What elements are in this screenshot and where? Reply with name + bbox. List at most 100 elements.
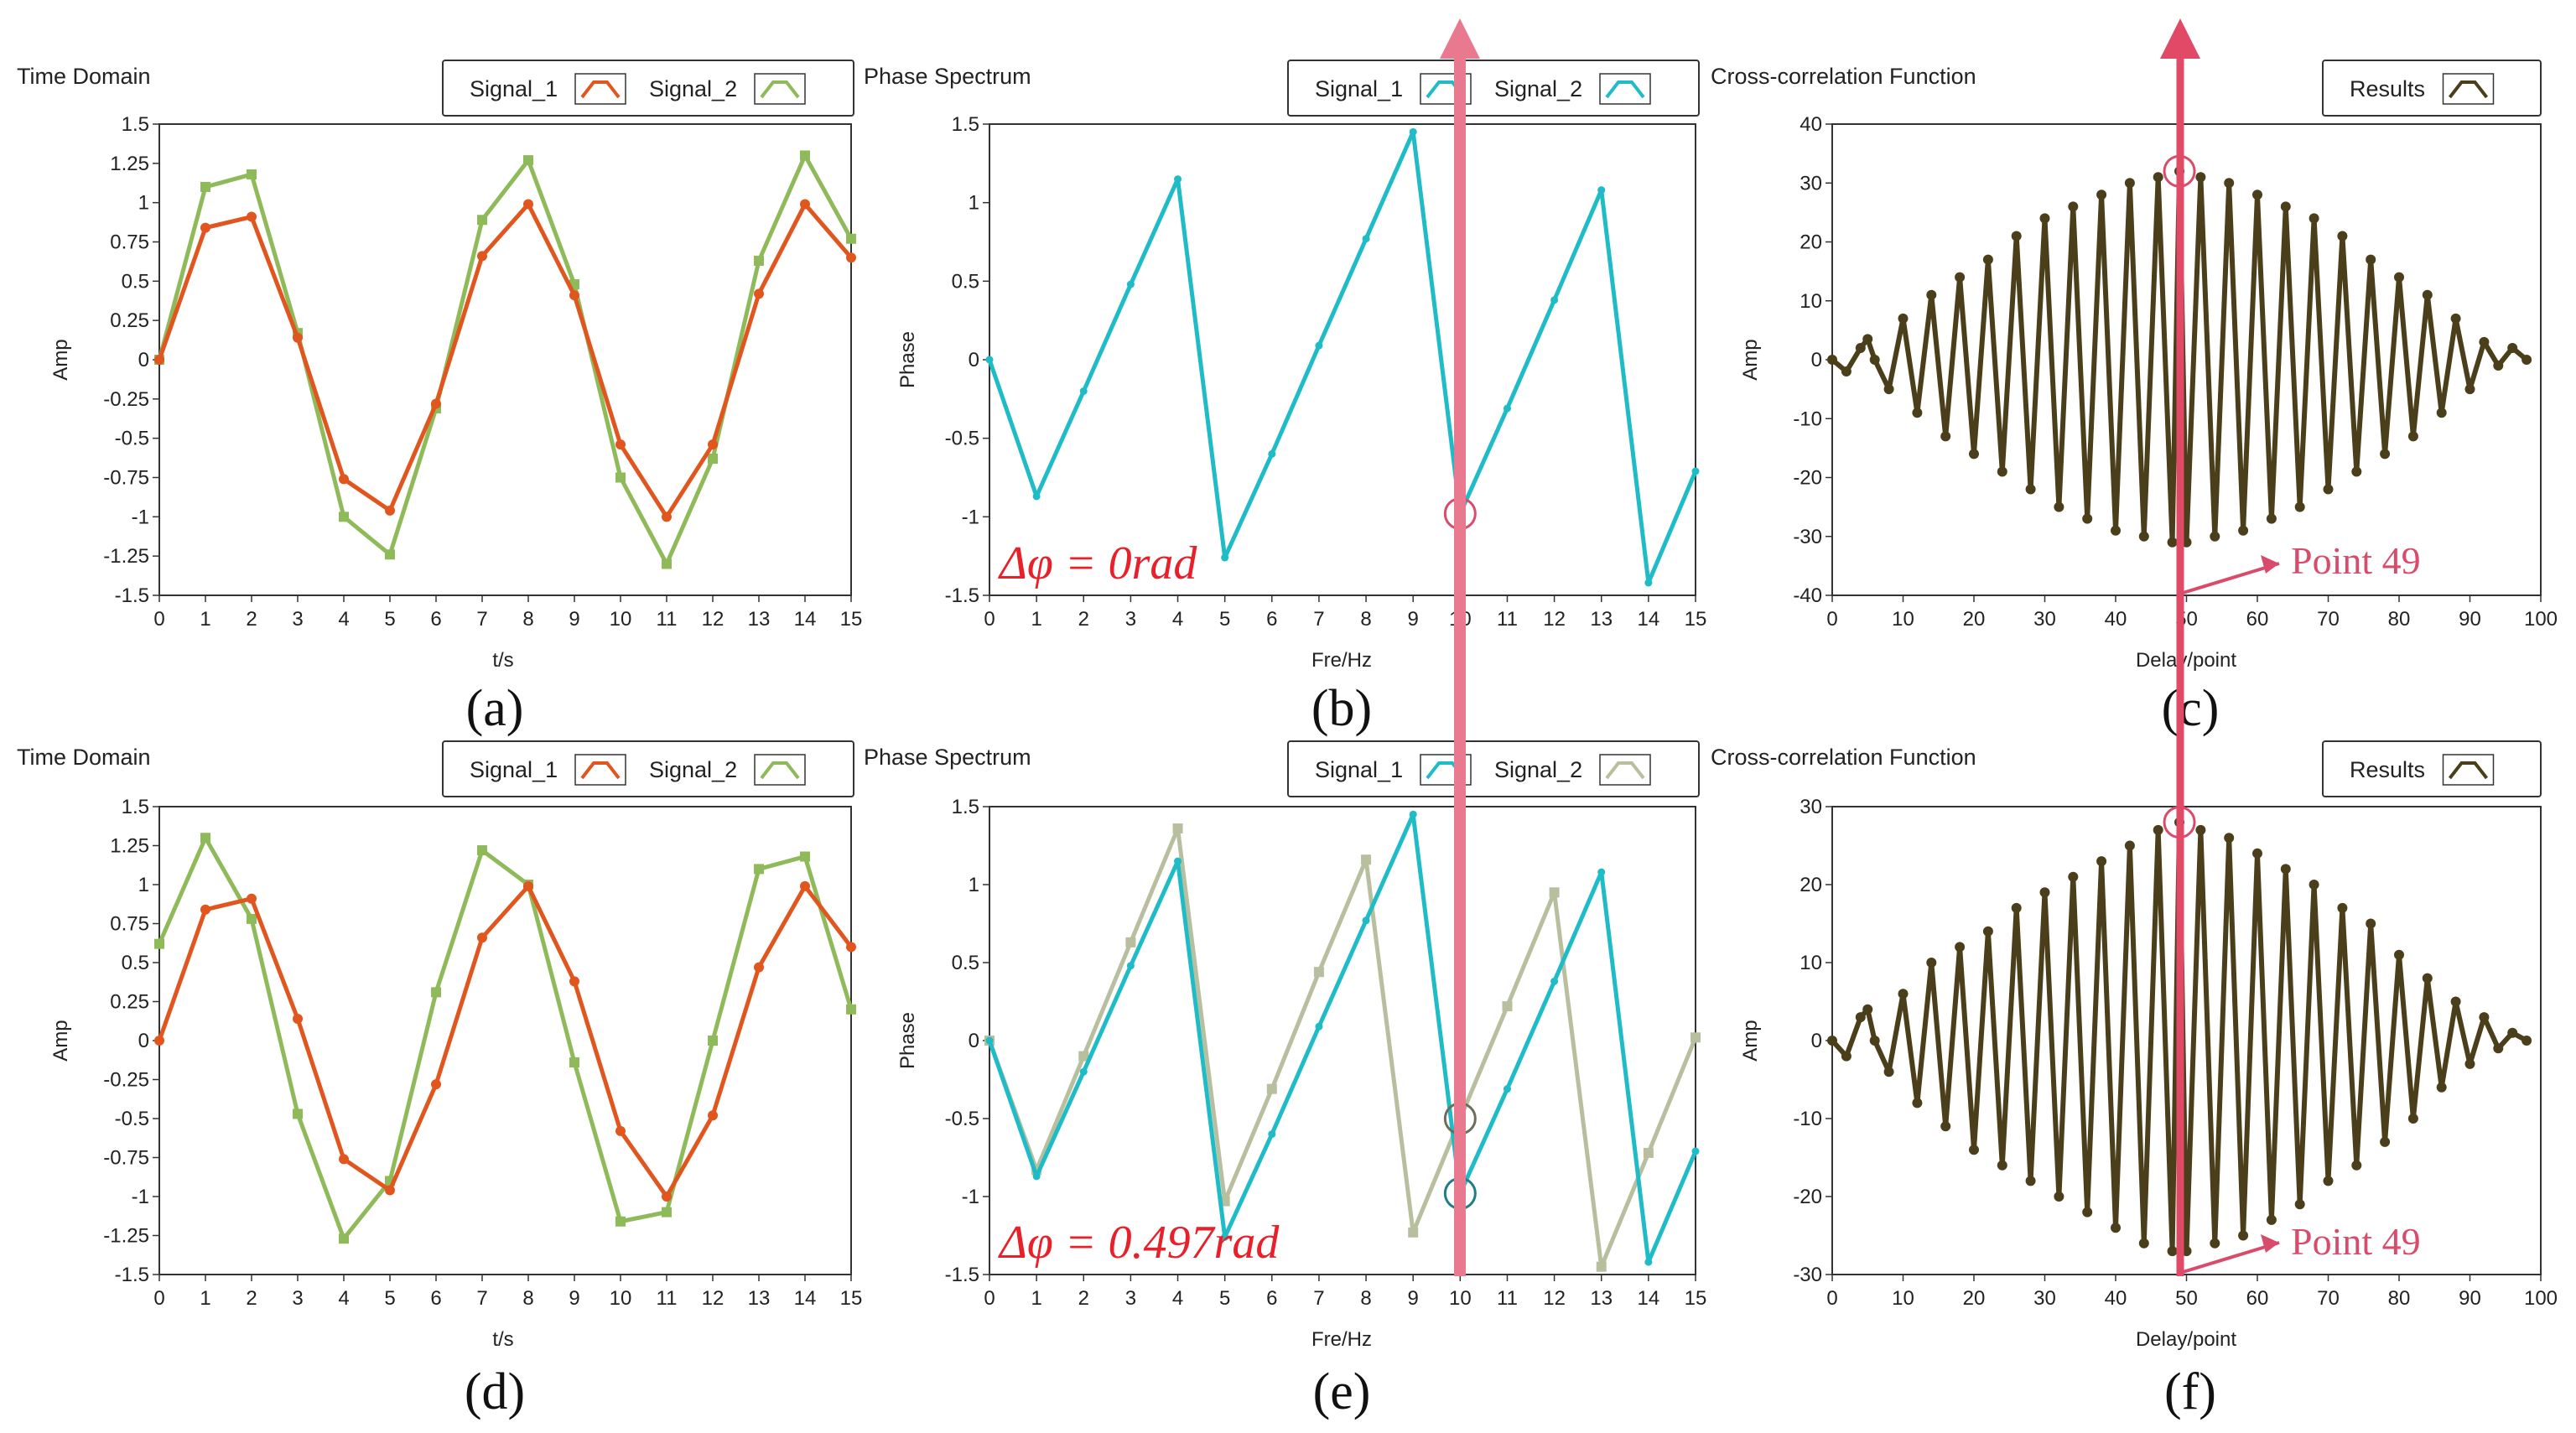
data-point — [569, 290, 579, 301]
x-tick-label: 14 — [794, 1287, 817, 1310]
x-tick-label: 0 — [1826, 608, 1837, 631]
y-tick-label: -1.5 — [945, 1264, 979, 1286]
x-tick-label: 15 — [1685, 1287, 1707, 1310]
data-point — [2025, 484, 2036, 495]
y-tick-label: -10 — [1793, 1108, 1822, 1130]
legend: Signal_1 Signal_2 — [442, 740, 854, 797]
data-point — [1862, 334, 1873, 345]
y-tick-label: 1.25 — [110, 835, 149, 858]
data-point — [2394, 272, 2404, 283]
x-tick-label: 40 — [2105, 608, 2127, 631]
x-tick-label: 4 — [338, 1287, 349, 1310]
data-point — [1315, 341, 1323, 350]
data-point — [2252, 190, 2262, 200]
x-tick-label: 1 — [200, 608, 210, 631]
data-point — [2450, 996, 2461, 1007]
x-tick-label: 6 — [1266, 1287, 1277, 1310]
delay-arrow-head — [2160, 18, 2200, 59]
y-tick-label: -30 — [1793, 526, 1822, 548]
x-tick-label: 0 — [984, 1287, 995, 1310]
x-tick-label: 14 — [1638, 608, 1660, 631]
data-point — [247, 893, 257, 904]
data-point — [477, 845, 487, 856]
y-tick-label: -0.5 — [945, 1108, 979, 1130]
data-point — [2464, 1058, 2475, 1069]
x-tick-label: 5 — [1219, 1287, 1230, 1310]
y-axis-label: Phase — [896, 331, 919, 388]
x-tick-label: 1 — [1031, 1287, 1041, 1310]
legend-swatch-line — [2448, 761, 2489, 780]
series-results — [1827, 166, 2532, 548]
phase-difference-bottom: Δφ = 0.497rad — [998, 1217, 1280, 1269]
data-point — [2266, 513, 2277, 524]
legend-swatch-line — [2448, 80, 2489, 99]
x-tick-label: 11 — [1497, 608, 1518, 631]
data-point — [1503, 1085, 1511, 1093]
x-axis-label: Fre/Hz — [1311, 649, 1372, 672]
chart-d: Time Domain Signal_1 Signal_2 1.5 1.25 1 0.75 0… — [17, 740, 862, 1420]
x-tick-label: 11 — [1497, 1287, 1518, 1310]
data-point — [200, 181, 210, 192]
data-point — [431, 987, 441, 998]
data-point — [1078, 1051, 1089, 1062]
y-tick-label: 1 — [969, 192, 979, 215]
y-tick-label: 0.75 — [110, 913, 149, 936]
data-point — [2436, 1082, 2447, 1093]
legend-box — [442, 60, 854, 117]
x-tick-label: 20 — [1963, 1287, 1986, 1310]
y-tick-label: 0.25 — [110, 309, 149, 332]
y-tick-label: -0.75 — [103, 1147, 149, 1170]
x-tick-label: 3 — [292, 608, 303, 631]
data-point — [154, 938, 164, 949]
data-point — [1126, 962, 1135, 970]
series-signal-1 — [985, 127, 1700, 587]
data-point — [1690, 1032, 1701, 1043]
data-point — [1841, 366, 1852, 377]
x-tick-label: 8 — [522, 1287, 533, 1310]
legend-label: Signal_1 — [1315, 76, 1403, 101]
data-point — [200, 904, 210, 915]
x-axis-label: Delay/point — [2136, 1328, 2236, 1351]
series-signal-2 — [154, 833, 856, 1244]
data-point — [662, 558, 672, 569]
y-tick-label: 1.25 — [110, 153, 149, 175]
y-tick-label: -0.25 — [103, 388, 149, 411]
x-tick-label: 9 — [1408, 1287, 1419, 1310]
data-point — [615, 1125, 626, 1136]
x-tick-label: 2 — [1078, 1287, 1089, 1310]
data-point — [2252, 848, 2262, 859]
x-tick-label: 7 — [1313, 608, 1324, 631]
data-point — [615, 1216, 626, 1227]
data-point — [523, 199, 533, 210]
x-axis-label: t/s — [492, 1328, 513, 1351]
data-point — [2138, 531, 2149, 542]
x-tick-label: 90 — [2459, 608, 2481, 631]
data-point — [2280, 864, 2291, 875]
x-tick-label: 12 — [1543, 608, 1566, 631]
y-tick-label: 0 — [969, 1030, 979, 1052]
x-tick-label: 60 — [2246, 1287, 2269, 1310]
x-axis-label: Fre/Hz — [1311, 1328, 1372, 1351]
data-point — [2082, 1207, 2093, 1218]
data-point — [569, 1057, 579, 1068]
x-tick-label: 9 — [1408, 608, 1419, 631]
series-line — [1830, 819, 2528, 1254]
data-point — [754, 288, 764, 299]
y-tick-label: -0.5 — [115, 1108, 149, 1130]
data-point — [2210, 1238, 2220, 1249]
x-tick-label: 6 — [430, 1287, 441, 1310]
data-point — [154, 1036, 164, 1046]
chart-c: Cross-correlation Function Results 40 30 20 1… — [1711, 60, 2558, 737]
point-pointer-top-head — [2261, 555, 2279, 574]
data-point — [1361, 854, 1372, 865]
point-pointer-bottom-head — [2261, 1234, 2279, 1253]
x-tick-label: 4 — [338, 608, 349, 631]
subplot-label: (c) — [2162, 680, 2220, 737]
data-point — [2493, 361, 2504, 371]
data-point — [1644, 1258, 1653, 1266]
x-tick-label: 13 — [748, 1287, 771, 1310]
legend: Signal_1 Signal_2 — [442, 60, 854, 117]
series-line — [987, 129, 1698, 585]
data-point — [1855, 342, 1866, 353]
data-point — [2210, 531, 2220, 542]
